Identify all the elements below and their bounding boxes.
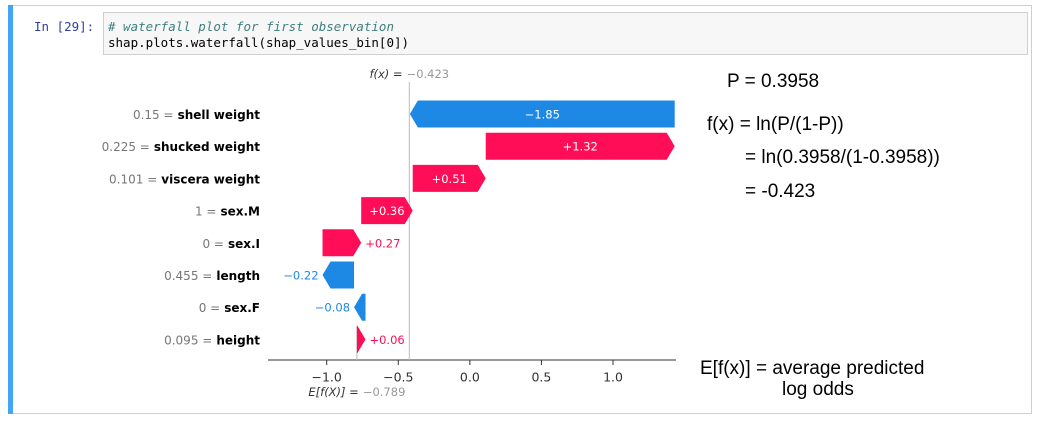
- bar: [356, 325, 366, 353]
- code-input[interactable]: # waterfall plot for first observation s…: [103, 12, 1028, 55]
- cell-selection-bar: [8, 5, 13, 414]
- feature-label: 1 = sex.M: [195, 204, 260, 218]
- value-label: +0.51: [432, 172, 467, 186]
- value-label: +0.06: [369, 333, 404, 347]
- x-tick-label: −1.0: [312, 370, 342, 385]
- feature-value: 0.095 =: [164, 333, 212, 347]
- feature-name: viscera weight: [161, 172, 260, 186]
- feature-value: 1 =: [195, 204, 217, 218]
- feature-label: 0.15 = shell weight: [133, 108, 260, 122]
- value-label: +0.36: [369, 204, 404, 218]
- feature-label: 0.225 = shucked weight: [102, 140, 261, 154]
- feature-name: length: [216, 269, 260, 283]
- feature-name: shucked weight: [154, 140, 260, 154]
- code-line: shap.plots.waterfall(shap_values_bin[0]): [108, 35, 410, 50]
- feature-value: 0 =: [199, 301, 221, 315]
- feature-value: 0.225 =: [102, 140, 150, 154]
- value-label: +1.32: [563, 140, 598, 154]
- annotation: P = 0.3958: [727, 71, 819, 92]
- cell-prompt: In [29]:: [34, 19, 95, 34]
- feature-name: sex.M: [220, 204, 260, 218]
- feature-value: 0.15 =: [133, 108, 174, 122]
- feature-label: 0.455 = length: [164, 269, 260, 283]
- annotation: = ln(0.3958/(1-0.3958)): [745, 147, 940, 168]
- feature-name: height: [216, 333, 260, 347]
- annotation: log odds: [782, 379, 854, 400]
- output-value: −0.423: [407, 67, 450, 81]
- annotation: = -0.423: [745, 181, 815, 202]
- bar: [409, 100, 675, 128]
- annotation: f(x) = ln(P/(1-P)): [707, 114, 844, 135]
- bar: [485, 132, 675, 160]
- base-label: E[f(X)] = −0.789: [308, 385, 405, 399]
- x-tick-label: 0.0: [460, 370, 480, 385]
- value-label: −0.22: [283, 269, 318, 283]
- bar: [354, 293, 366, 321]
- feature-name: shell weight: [178, 108, 261, 122]
- bar: [322, 229, 362, 257]
- bar: [412, 164, 486, 192]
- base-value: −0.789: [363, 385, 406, 399]
- feature-value: 0.101 =: [109, 172, 157, 186]
- x-tick-label: 1.0: [603, 370, 623, 385]
- feature-value: 0.455 =: [164, 269, 212, 283]
- feature-label: 0 = sex.I: [202, 236, 260, 250]
- output-text: f(x) =: [369, 67, 402, 81]
- bar: [361, 197, 413, 225]
- feature-value: 0 =: [202, 236, 224, 250]
- feature-label: 0.101 = viscera weight: [109, 172, 260, 186]
- feature-label: 0.095 = height: [164, 333, 260, 347]
- feature-name: sex.F: [224, 301, 260, 315]
- bar: [322, 261, 355, 289]
- x-tick-label: 0.5: [531, 370, 551, 385]
- output-label: f(x) = −0.423: [369, 67, 449, 81]
- value-label: +0.27: [365, 236, 400, 250]
- feature-label: 0 = sex.F: [199, 301, 260, 315]
- feature-name: sex.I: [228, 236, 260, 250]
- value-label: −0.08: [315, 301, 350, 315]
- value-label: −1.85: [525, 108, 560, 122]
- base-text: E[f(X)] =: [308, 385, 358, 399]
- annotation: E[f(x)] = average predicted: [700, 358, 924, 379]
- code-comment: # waterfall plot for first observation: [108, 19, 394, 34]
- x-tick-label: −0.5: [383, 370, 413, 385]
